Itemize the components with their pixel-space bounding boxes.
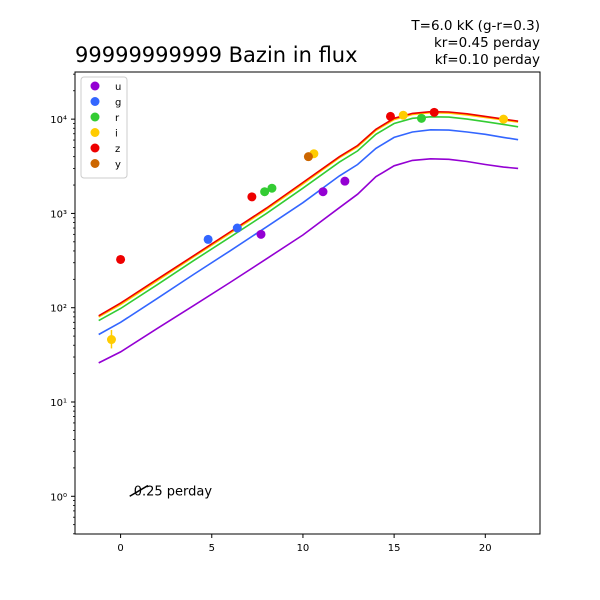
x-tick-label-0: 0 xyxy=(117,543,123,554)
data-point-z-1 xyxy=(247,192,257,202)
data-point-y-0 xyxy=(303,152,313,162)
plot-area xyxy=(75,72,540,534)
model-curve-g xyxy=(98,128,519,336)
data-point-u-1 xyxy=(318,187,328,197)
legend-marker-u xyxy=(90,81,100,91)
legend-marker-z xyxy=(90,143,100,153)
legend-label-g: g xyxy=(115,98,121,109)
data-point-i-2 xyxy=(398,110,408,120)
x-tick-label-15: 15 xyxy=(388,543,401,554)
model-curve-u xyxy=(98,157,519,364)
legend-marker-i xyxy=(90,128,100,137)
data-point-r-1 xyxy=(267,183,277,193)
plot-frame xyxy=(74,71,541,535)
model-curves xyxy=(98,110,519,364)
data-points xyxy=(106,107,509,349)
legend-label-u: u xyxy=(115,82,121,93)
y-tick-label-3: 10³ xyxy=(50,209,67,220)
data-point-u-0 xyxy=(256,229,266,239)
data-point-u-2 xyxy=(340,176,350,186)
info-temperature: T=6.0 kK (g-r=0.3) xyxy=(411,18,540,34)
legend-label-y: y xyxy=(115,160,121,171)
data-point-z-2 xyxy=(385,111,395,121)
chart-title: 99999999999 Bazin in flux xyxy=(75,43,358,67)
info-rise-rate: kr=0.45 perday xyxy=(433,35,540,51)
info-fall-rate: kf=0.10 perday xyxy=(434,52,540,68)
slope-annotation: 0.25 perday xyxy=(129,484,213,499)
y-tick-label-0: 10⁰ xyxy=(50,492,67,503)
legend-marker-g xyxy=(90,97,100,106)
legend-marker-y xyxy=(90,159,100,168)
data-point-z-0 xyxy=(116,254,126,264)
legend-marker-r xyxy=(90,112,100,122)
axes: 0 5 10 15 20 10⁰ 10¹ 10² 10³ 10⁴ xyxy=(50,73,492,554)
legend-label-z: z xyxy=(115,144,120,155)
chart-info: T=6.0 kK (g-r=0.3) kr=0.45 perday kf=0.1… xyxy=(411,18,540,69)
data-point-z-3 xyxy=(429,107,439,117)
data-point-r-0 xyxy=(260,187,270,197)
legend-label-i: i xyxy=(115,129,118,140)
data-point-g-1 xyxy=(232,223,242,233)
x-tick-label-10: 10 xyxy=(297,543,310,554)
data-point-r-2 xyxy=(416,113,426,123)
y-tick-label-4: 10⁴ xyxy=(50,115,67,126)
data-point-g-0 xyxy=(203,234,213,244)
slope-label: 0.25 perday xyxy=(134,484,213,499)
x-tick-label-5: 5 xyxy=(209,543,215,554)
model-curve-r xyxy=(98,115,519,322)
data-point-i-0 xyxy=(106,335,116,345)
model-curve-i xyxy=(98,111,519,318)
y-tick-label-1: 10¹ xyxy=(50,398,67,409)
data-point-i-3 xyxy=(499,114,509,124)
y-tick-label-2: 10² xyxy=(50,304,67,315)
legend-label-r: r xyxy=(115,113,120,124)
slope-line xyxy=(129,484,149,497)
model-curve-z xyxy=(98,110,519,317)
x-tick-label-20: 20 xyxy=(479,543,492,554)
